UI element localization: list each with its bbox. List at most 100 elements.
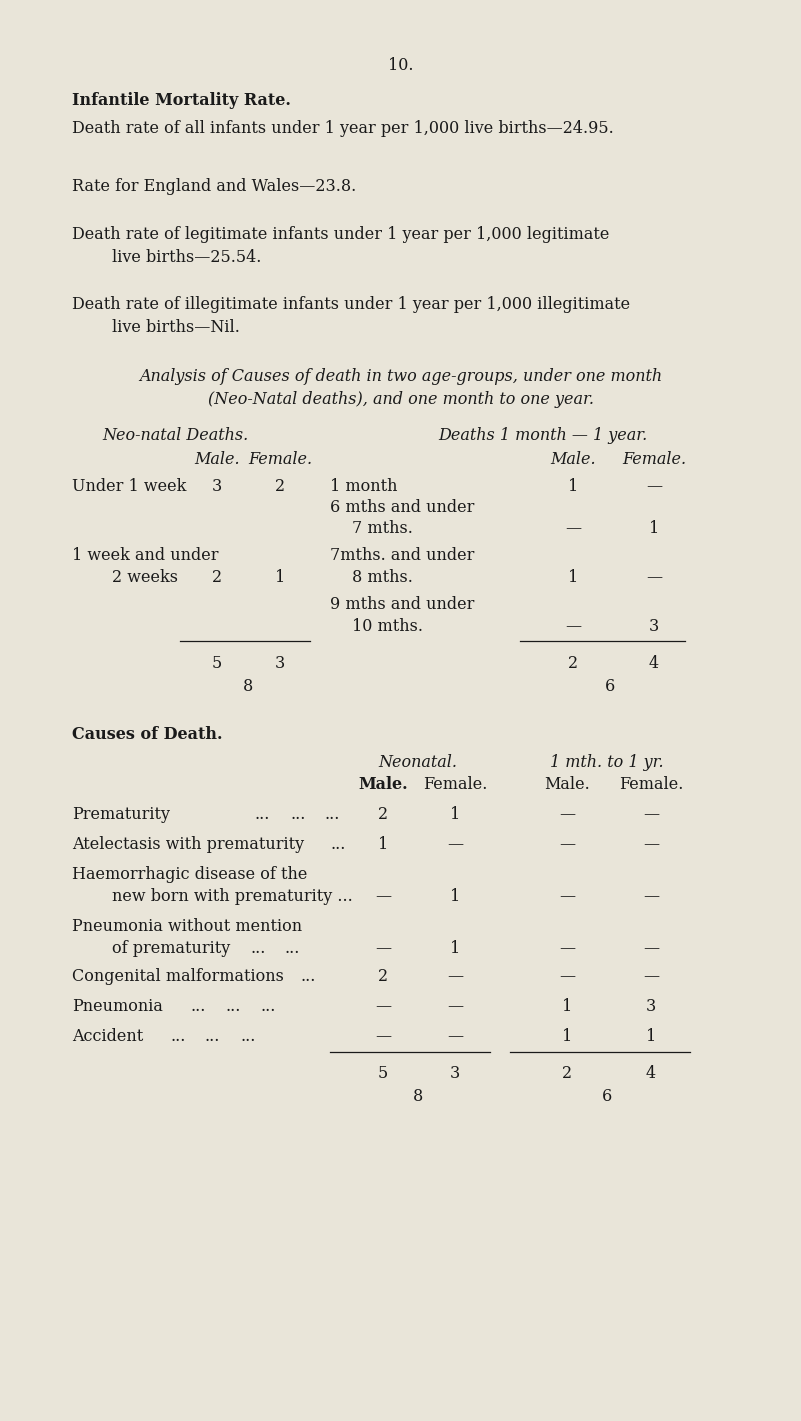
Text: Causes of Death.: Causes of Death. (72, 726, 223, 743)
Text: ...: ... (205, 1027, 220, 1044)
Text: 1: 1 (450, 941, 460, 956)
Text: —: — (643, 806, 659, 823)
Text: 8: 8 (413, 1088, 423, 1106)
Text: —: — (447, 836, 463, 853)
Text: Accident: Accident (72, 1027, 143, 1044)
Text: Rate for England and Wales—23.8.: Rate for England and Wales—23.8. (72, 178, 356, 195)
Text: —: — (375, 998, 391, 1015)
Text: 1 week and under: 1 week and under (72, 547, 219, 564)
Text: Prematurity: Prematurity (72, 806, 170, 823)
Text: 2 weeks: 2 weeks (112, 568, 178, 585)
Text: ...: ... (325, 806, 340, 823)
Text: of prematurity: of prematurity (112, 941, 230, 956)
Text: 1: 1 (562, 998, 572, 1015)
Text: 3: 3 (212, 477, 222, 495)
Text: 4: 4 (646, 1064, 656, 1081)
Text: 2: 2 (568, 655, 578, 672)
Text: 1: 1 (378, 836, 388, 853)
Text: Neo-natal Deaths.: Neo-natal Deaths. (102, 426, 248, 443)
Text: (Neo-Natal deaths), and one month to one year.: (Neo-Natal deaths), and one month to one… (207, 391, 594, 408)
Text: ...: ... (330, 836, 345, 853)
Text: 1: 1 (562, 1027, 572, 1044)
Text: 2: 2 (378, 806, 388, 823)
Text: —: — (375, 888, 391, 905)
Text: Neonatal.: Neonatal. (379, 755, 457, 772)
Text: ...: ... (285, 941, 300, 956)
Text: Male.: Male. (544, 776, 590, 793)
Text: 6 mths and under: 6 mths and under (330, 499, 474, 516)
Text: —: — (559, 968, 575, 985)
Text: —: — (447, 968, 463, 985)
Text: Deaths 1 month — 1 year.: Deaths 1 month — 1 year. (438, 426, 648, 443)
Text: 1 mth. to 1 yr.: 1 mth. to 1 yr. (550, 755, 664, 772)
Text: —: — (643, 836, 659, 853)
Text: 7 mths.: 7 mths. (352, 520, 413, 537)
Text: 6: 6 (605, 678, 615, 695)
Text: ...: ... (290, 806, 305, 823)
Text: Congenital malformations: Congenital malformations (72, 968, 284, 985)
Text: 1: 1 (568, 477, 578, 495)
Text: 5: 5 (212, 655, 222, 672)
Text: ...: ... (255, 806, 271, 823)
Text: 3: 3 (649, 618, 659, 635)
Text: 2: 2 (378, 968, 388, 985)
Text: —: — (565, 618, 581, 635)
Text: —: — (559, 806, 575, 823)
Text: ...: ... (240, 1027, 256, 1044)
Text: Female.: Female. (619, 776, 683, 793)
Text: Death rate of illegitimate infants under 1 year per 1,000 illegitimate: Death rate of illegitimate infants under… (72, 296, 630, 313)
Text: 4: 4 (649, 655, 659, 672)
Text: 10 mths.: 10 mths. (352, 618, 423, 635)
Text: 1: 1 (568, 568, 578, 585)
Text: ...: ... (170, 1027, 185, 1044)
Text: —: — (646, 568, 662, 585)
Text: —: — (447, 1027, 463, 1044)
Text: —: — (643, 968, 659, 985)
Text: 3: 3 (646, 998, 656, 1015)
Text: 2: 2 (275, 477, 285, 495)
Text: Analysis of Causes of death in two age-groups, under one month: Analysis of Causes of death in two age-g… (139, 368, 662, 385)
Text: live births—25.54.: live births—25.54. (112, 249, 261, 266)
Text: —: — (643, 888, 659, 905)
Text: 8 mths.: 8 mths. (352, 568, 413, 585)
Text: Male.: Male. (550, 450, 596, 468)
Text: Atelectasis with prematurity: Atelectasis with prematurity (72, 836, 304, 853)
Text: 1 month: 1 month (330, 477, 397, 495)
Text: —: — (643, 941, 659, 956)
Text: 1: 1 (649, 520, 659, 537)
Text: Death rate of legitimate infants under 1 year per 1,000 legitimate: Death rate of legitimate infants under 1… (72, 226, 610, 243)
Text: ...: ... (260, 998, 276, 1015)
Text: 7mths. and under: 7mths. and under (330, 547, 474, 564)
Text: 3: 3 (275, 655, 285, 672)
Text: 10.: 10. (388, 57, 413, 74)
Text: —: — (559, 836, 575, 853)
Text: —: — (375, 941, 391, 956)
Text: live births—Nil.: live births—Nil. (112, 318, 239, 335)
Text: new born with prematurity ...: new born with prematurity ... (112, 888, 352, 905)
Text: 1: 1 (450, 806, 460, 823)
Text: Female.: Female. (423, 776, 487, 793)
Text: 2: 2 (562, 1064, 572, 1081)
Text: 9 mths and under: 9 mths and under (330, 595, 474, 612)
Text: ...: ... (250, 941, 265, 956)
Text: 1: 1 (450, 888, 460, 905)
Text: 1: 1 (275, 568, 285, 585)
Text: Female.: Female. (622, 450, 686, 468)
Text: —: — (375, 1027, 391, 1044)
Text: Under 1 week: Under 1 week (72, 477, 187, 495)
Text: —: — (559, 941, 575, 956)
Text: Female.: Female. (248, 450, 312, 468)
Text: 1: 1 (646, 1027, 656, 1044)
Text: ...: ... (190, 998, 205, 1015)
Text: —: — (447, 998, 463, 1015)
Text: 3: 3 (450, 1064, 460, 1081)
Text: ...: ... (225, 998, 240, 1015)
Text: Pneumonia: Pneumonia (72, 998, 163, 1015)
Text: Haemorrhagic disease of the: Haemorrhagic disease of the (72, 865, 308, 882)
Text: Male.: Male. (194, 450, 239, 468)
Text: ...: ... (300, 968, 316, 985)
Text: 2: 2 (212, 568, 222, 585)
Text: Death rate of all infants under 1 year per 1,000 live births—24.95.: Death rate of all infants under 1 year p… (72, 119, 614, 136)
Text: Male.: Male. (358, 776, 408, 793)
Text: Pneumonia without mention: Pneumonia without mention (72, 918, 302, 935)
